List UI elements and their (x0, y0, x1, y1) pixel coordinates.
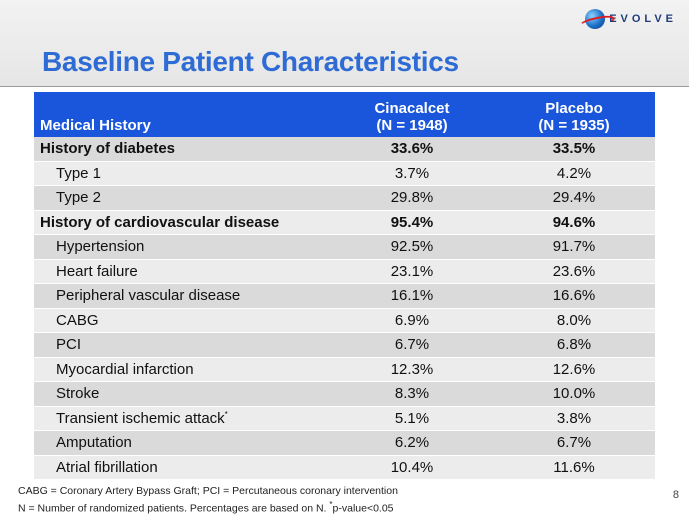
cinacalcet-value: 8.3% (331, 381, 493, 407)
row-label: PCI (34, 332, 331, 358)
row-label: CABG (34, 308, 331, 333)
table-row: PCI 6.7% 6.8% (34, 332, 655, 358)
table-row: History of cardiovascular disease 95.4% … (34, 209, 655, 235)
cinacalcet-value: 92.5% (331, 234, 493, 260)
cinacalcet-value: 6.9% (331, 308, 493, 333)
header-medical-history: Medical History (34, 92, 331, 137)
header-cinacalcet: Cinacalcet (N = 1948) (331, 92, 493, 137)
cinacalcet-value: 10.4% (331, 455, 493, 480)
header-cinacalcet-name: Cinacalcet (374, 100, 450, 117)
cinacalcet-value: 95.4% (331, 209, 493, 235)
row-label: Type 1 (34, 161, 331, 186)
placebo-value: 16.6% (493, 283, 655, 309)
row-label: Stroke (34, 381, 331, 407)
row-label: Type 2 (34, 185, 331, 211)
significance-marker: * (224, 409, 228, 419)
globe-icon (585, 9, 606, 29)
cinacalcet-value: 33.6% (331, 137, 493, 162)
cinacalcet-value: 12.3% (331, 357, 493, 382)
footnote-n-text: N = Number of randomized patients. Perce… (18, 502, 330, 515)
page-title: Baseline Patient Characteristics (42, 46, 459, 77)
placebo-value: 3.8% (493, 406, 655, 431)
table-row: Atrial fibrillation 10.4% 11.6% (34, 455, 655, 480)
table-header-row: Medical History Cinacalcet (N = 1948) Pl… (34, 92, 655, 137)
row-label: History of diabetes (34, 137, 331, 162)
row-label: Heart failure (34, 259, 331, 284)
placebo-value: 6.8% (493, 332, 655, 358)
placebo-value: 12.6% (493, 357, 655, 382)
placebo-value: 4.2% (493, 161, 655, 186)
table-row: Amputation 6.2% 6.7% (34, 430, 655, 456)
table-row: History of diabetes 33.6% 33.5% (34, 137, 655, 162)
evolve-logo: EVOLVE (585, 8, 677, 30)
placebo-value: 11.6% (493, 455, 655, 480)
table-row: Type 2 29.8% 29.4% (34, 185, 655, 211)
row-label: Myocardial infarction (34, 357, 331, 382)
table-row: Myocardial infarction 12.3% 12.6% (34, 357, 655, 382)
page-number: 8 (672, 489, 679, 501)
table-row: CABG 6.9% 8.0% (34, 308, 655, 333)
placebo-value: 6.7% (493, 430, 655, 456)
table-row: Heart failure 23.1% 23.6% (34, 259, 655, 284)
footnote-abbreviations: CABG = Coronary Artery Bypass Graft; PCI… (18, 485, 398, 497)
footnotes: CABG = Coronary Artery Bypass Graft; PCI… (18, 484, 398, 516)
row-label: History of cardiovascular disease (34, 209, 331, 235)
table-row: Stroke 8.3% 10.0% (34, 381, 655, 407)
header-cinacalcet-n: (N = 1948) (376, 117, 448, 134)
placebo-value: 8.0% (493, 308, 655, 333)
header-band (0, 0, 689, 87)
placebo-value: 91.7% (493, 234, 655, 260)
cinacalcet-value: 23.1% (331, 259, 493, 284)
cinacalcet-value: 29.8% (331, 185, 493, 211)
table-row: Peripheral vascular disease 16.1% 16.6% (34, 283, 655, 309)
cinacalcet-value: 3.7% (331, 161, 493, 186)
row-label: Peripheral vascular disease (34, 283, 331, 309)
placebo-value: 23.6% (493, 259, 655, 284)
placebo-value: 10.0% (493, 381, 655, 407)
row-label: Amputation (34, 430, 331, 456)
row-label-cell: Transient ischemic attack* (34, 406, 331, 431)
placebo-value: 94.6% (493, 209, 655, 235)
table-row: Hypertension 92.5% 91.7% (34, 234, 655, 260)
cinacalcet-value: 6.2% (331, 430, 493, 456)
header-placebo-name: Placebo (545, 100, 603, 117)
table-row: Transient ischemic attack* 5.1% 3.8% (34, 406, 655, 431)
cinacalcet-value: 16.1% (331, 283, 493, 309)
footnote-n-definition: N = Number of randomized patients. Perce… (18, 498, 398, 516)
placebo-value: 29.4% (493, 185, 655, 211)
header-placebo: Placebo (N = 1935) (493, 92, 655, 137)
footnote-marker: * (329, 500, 333, 509)
table-row: Type 1 3.7% 4.2% (34, 161, 655, 186)
cinacalcet-value: 5.1% (331, 406, 493, 431)
row-label: Atrial fibrillation (34, 455, 331, 480)
cinacalcet-value: 6.7% (331, 332, 493, 358)
footnote-pvalue: p-value<0.05 (332, 502, 394, 515)
baseline-characteristics-table: Medical History Cinacalcet (N = 1948) Pl… (34, 92, 655, 480)
row-label: Transient ischemic attack (56, 409, 225, 427)
header-placebo-n: (N = 1935) (538, 117, 610, 134)
placebo-value: 33.5% (493, 137, 655, 162)
logo-text: EVOLVE (609, 13, 677, 25)
row-label: Hypertension (34, 234, 331, 260)
